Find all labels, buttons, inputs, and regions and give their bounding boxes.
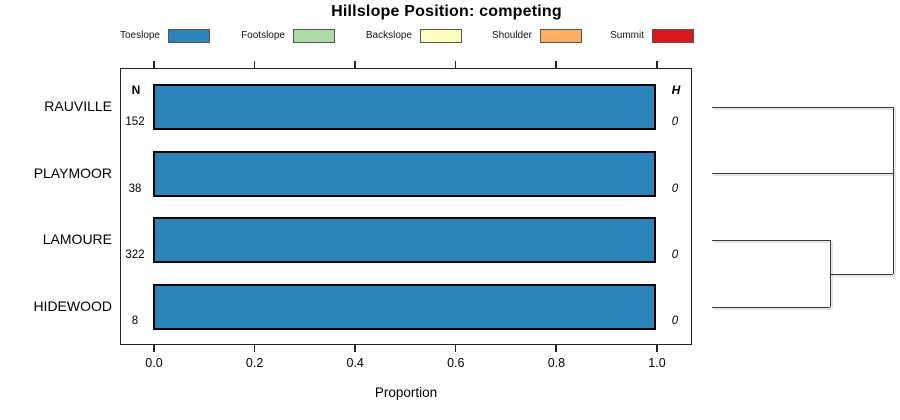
bar-playmoor <box>153 151 656 197</box>
legend-label: Footslope <box>241 30 285 41</box>
legend-label: Summit <box>610 30 644 41</box>
h-value: 0 <box>671 183 679 195</box>
h-value: 0 <box>671 249 679 261</box>
category-label-rauville: RAUVILLE <box>44 98 112 114</box>
legend-swatch <box>420 29 462 43</box>
axis-tick-bottom <box>454 345 457 352</box>
legend-item-footslope: Footslope <box>183 29 335 43</box>
n-column-header: N <box>131 83 141 97</box>
bar-segment-toeslope <box>155 153 654 195</box>
axis-tick-bottom <box>555 345 557 352</box>
dendrogram-segment <box>712 173 893 174</box>
x-axis-label: Proportion <box>374 385 438 400</box>
h-value: 0 <box>671 116 679 128</box>
legend-swatch <box>168 29 210 43</box>
bar-rauville <box>153 84 656 130</box>
legend-item-shoulder: Shoulder <box>430 29 582 43</box>
h-column-header: H <box>671 83 681 97</box>
axis-tick-bottom <box>253 345 256 352</box>
chart-title: Hillslope Position: competing <box>331 3 562 20</box>
axis-tick-label: 0.8 <box>547 356 566 370</box>
dendrogram-segment <box>712 240 830 241</box>
legend-item-summit: Summit <box>542 29 694 43</box>
bar-segment-toeslope <box>155 286 654 328</box>
n-value: 8 <box>131 315 139 327</box>
axis-tick-top <box>656 61 658 68</box>
legend-swatch <box>293 29 335 43</box>
dendrogram-segment <box>893 107 894 274</box>
dendrogram-segment <box>712 107 893 108</box>
axis-tick-top <box>454 61 457 68</box>
bar-segment-toeslope <box>155 219 654 261</box>
axis-tick-label: 0.2 <box>245 356 264 370</box>
axis-tick-label: 0.0 <box>145 356 163 370</box>
legend-label: Backslope <box>365 30 412 41</box>
legend-item-backslope: Backslope <box>310 29 462 43</box>
legend-swatch <box>540 29 582 43</box>
legend-swatch <box>652 29 694 43</box>
axis-tick-bottom <box>354 345 356 352</box>
legend-label: Toeslope <box>119 30 160 41</box>
bar-hidewood <box>153 284 656 330</box>
dendrogram-segment <box>830 274 893 275</box>
h-value: 0 <box>671 315 679 327</box>
axis-tick-label: 0.6 <box>447 356 465 370</box>
dendrogram-segment <box>712 307 830 308</box>
bar-lamoure <box>153 217 656 263</box>
n-value: 38 <box>128 183 142 195</box>
axis-tick-label: 0.4 <box>346 356 364 370</box>
bar-segment-toeslope <box>155 86 654 128</box>
axis-tick-bottom <box>656 345 658 352</box>
category-label-lamoure: LAMOURE <box>42 231 112 247</box>
axis-tick-top <box>153 61 155 68</box>
legend-item-toeslope: Toeslope <box>58 29 210 43</box>
dendrogram-segment <box>830 240 831 307</box>
legend-label: Shoulder <box>491 30 532 41</box>
n-value: 152 <box>125 116 145 128</box>
axis-tick-bottom <box>153 345 155 352</box>
axis-tick-label: 1.0 <box>648 356 666 370</box>
axis-tick-top <box>555 61 557 68</box>
category-label-playmoor: PLAYMOOR <box>33 165 112 181</box>
axis-tick-top <box>253 61 256 68</box>
axis-tick-top <box>354 61 356 68</box>
n-value: 322 <box>125 249 145 261</box>
category-label-hidewood: HIDEWOOD <box>33 298 112 314</box>
